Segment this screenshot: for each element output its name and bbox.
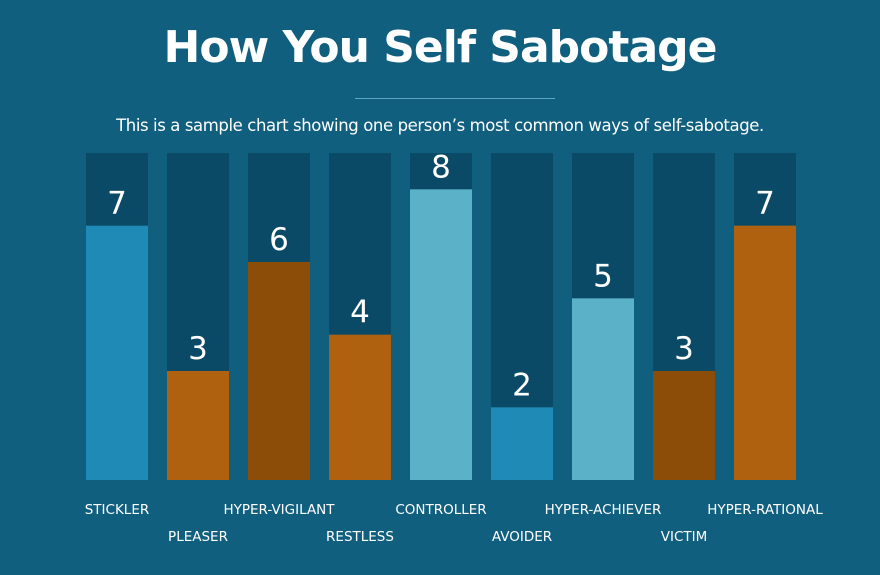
value-label-victim: 3	[674, 331, 694, 367]
category-label-controller: CONTROLLER	[395, 502, 486, 518]
category-label-hyper-vigilant: HYPER-VIGILANT	[223, 502, 335, 518]
chart-subtitle: This is a sample chart showing one perso…	[116, 116, 764, 135]
category-label-restless: RESTLESS	[326, 529, 394, 545]
bar-victim	[653, 371, 715, 480]
value-label-hyper-achiever: 5	[593, 258, 613, 294]
value-label-hyper-vigilant: 6	[269, 222, 289, 258]
bar-controller	[410, 189, 472, 481]
value-label-restless: 4	[350, 295, 370, 331]
title-divider	[355, 98, 555, 99]
value-label-hyper-rational: 7	[755, 186, 775, 222]
value-label-stickler: 7	[107, 186, 127, 222]
value-label-pleaser: 3	[188, 331, 208, 367]
bar-stickler	[86, 225, 148, 480]
category-label-avoider: AVOIDER	[492, 529, 552, 545]
category-label-pleaser: PLEASER	[168, 529, 228, 545]
bar-hyper-achiever	[572, 298, 634, 480]
value-label-controller: 8	[431, 149, 451, 185]
bar-hyper-vigilant	[248, 262, 310, 480]
value-label-avoider: 2	[512, 367, 532, 403]
category-label-hyper-rational: HYPER-RATIONAL	[707, 502, 823, 518]
category-label-hyper-achiever: HYPER-ACHIEVER	[545, 502, 662, 518]
category-label-stickler: STICKLER	[85, 502, 150, 518]
bar-restless	[329, 334, 391, 480]
category-label-victim: VICTIM	[661, 529, 708, 545]
bar-pleaser	[167, 371, 229, 480]
chart-title: How You Self Sabotage	[163, 22, 718, 73]
bar-hyper-rational	[734, 225, 796, 480]
bar-avoider	[491, 407, 553, 480]
